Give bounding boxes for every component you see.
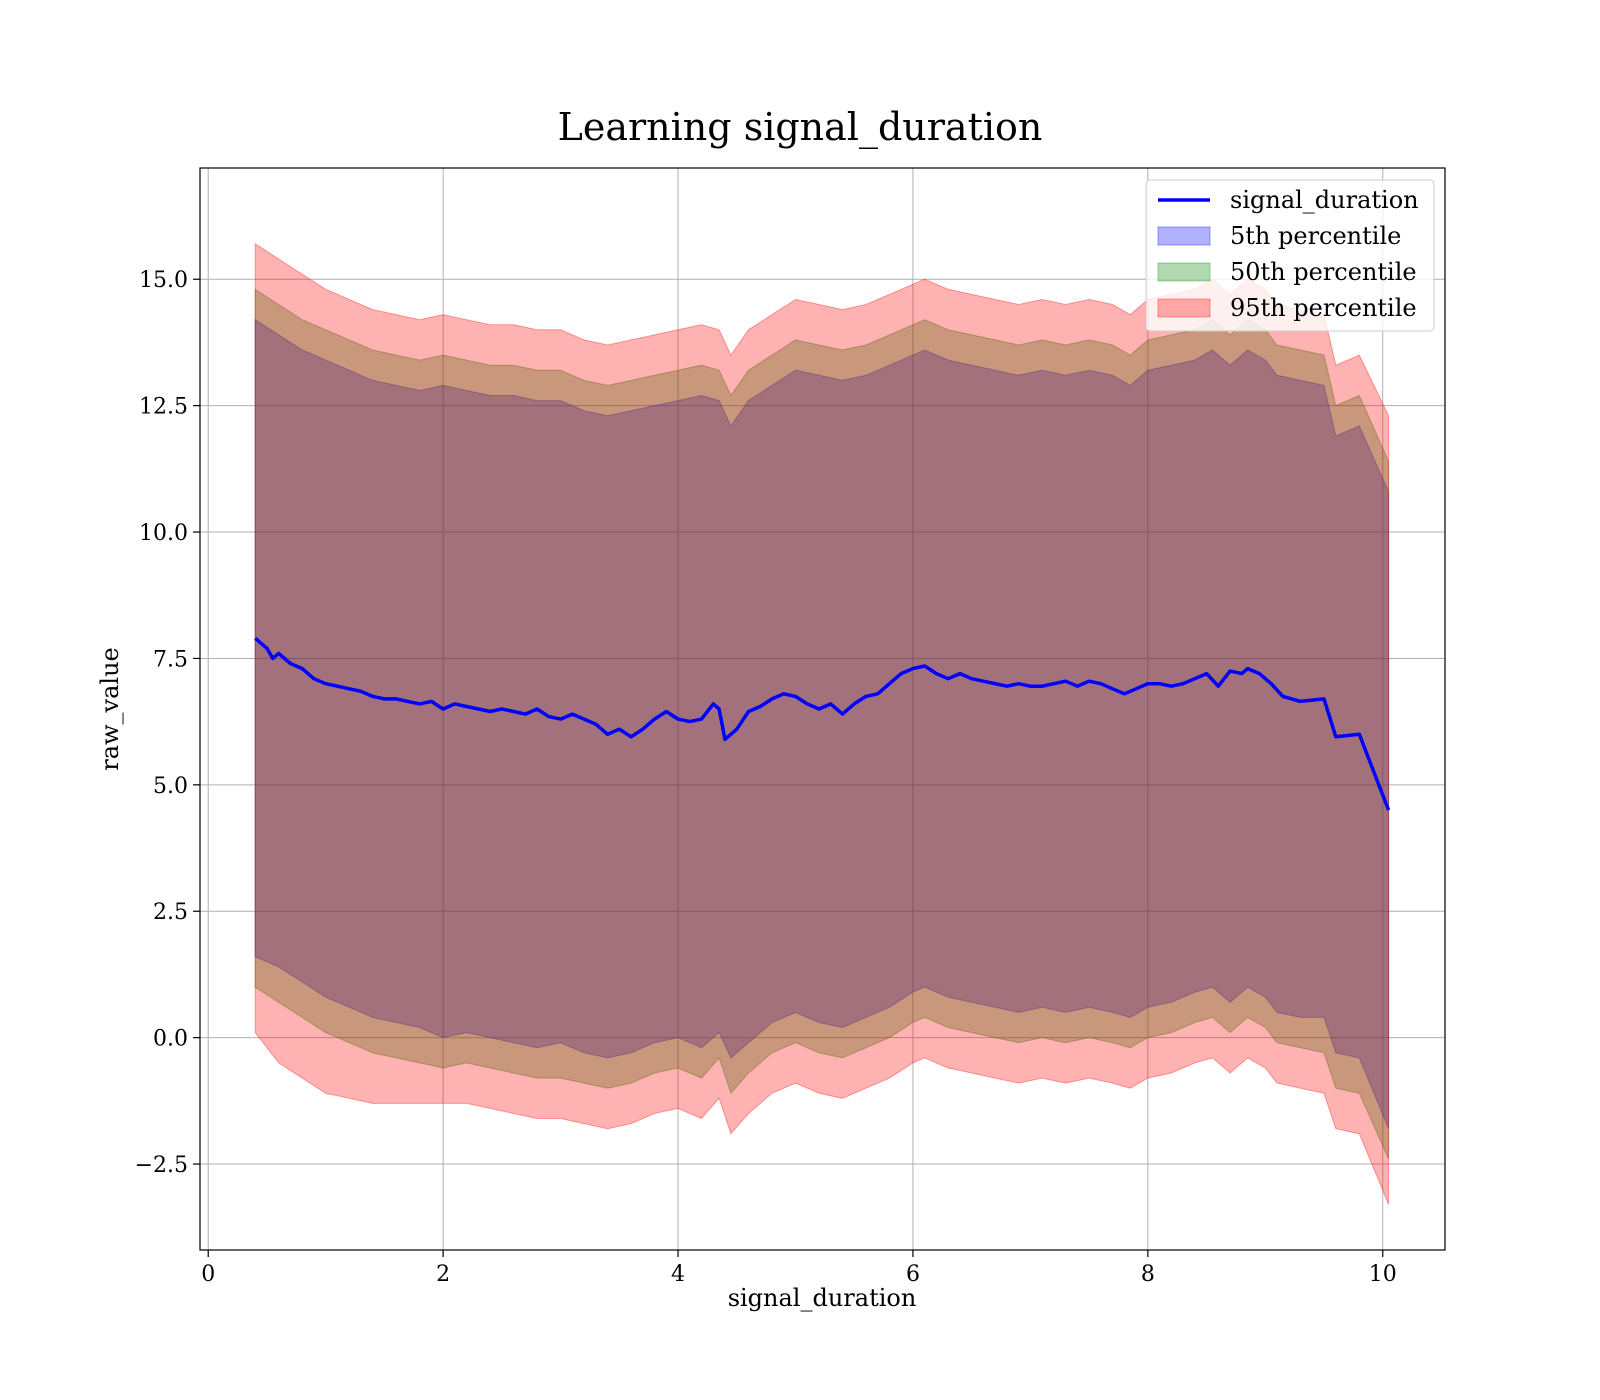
axis-ticks: 0 2 4 6 8 10 −2.5 0.0 2.5 5.0 7.5 10.0 12.5 15.0 [135,268,1397,1287]
y-tick-label: 10.0 [139,521,188,546]
legend-label-line: signal_duration [1230,186,1419,214]
legend: signal_duration 5th percentile 50th percen… [1145,179,1435,332]
x-tick-label: 10 [1369,1262,1397,1287]
y-tick-label: −2.5 [135,1153,188,1178]
y-tick-label: 7.5 [153,647,188,672]
y-tick-label: 5.0 [153,774,188,799]
legend-label-band-2: 50th percentile [1230,258,1417,286]
legend-box [1145,179,1435,332]
legend-label-band-3: 95th percentile [1230,294,1417,322]
band-2-area [254,288,1390,1160]
x-tick-label: 0 [201,1262,215,1287]
chart-title: Learning signal_duration [558,105,1043,150]
x-tick-label: 4 [671,1262,685,1287]
legend-label-band-1: 5th percentile [1230,222,1401,250]
plot-frame [199,167,1446,1251]
y-tick-label: 2.5 [153,900,188,925]
legend-swatch-band-3 [1157,298,1211,318]
legend-swatch-band-1 [1157,226,1211,246]
x-tick-label: 6 [906,1262,920,1287]
y-tick-label: 15.0 [139,268,188,293]
y-tick-label: 12.5 [139,395,188,420]
x-tick-label: 8 [1141,1262,1155,1287]
percentile-bands [254,242,1390,1205]
band-3-area [254,242,1390,1205]
y-tick-label: 0.0 [153,1027,188,1052]
data-line-layer [254,636,1391,811]
x-axis-label: signal_duration [728,1284,917,1312]
signal-duration-line [254,636,1391,811]
y-axis-label: raw_value [96,647,124,771]
band-1-area [254,318,1390,1129]
legend-swatch-band-2 [1157,262,1211,282]
x-tick-label: 2 [436,1262,450,1287]
